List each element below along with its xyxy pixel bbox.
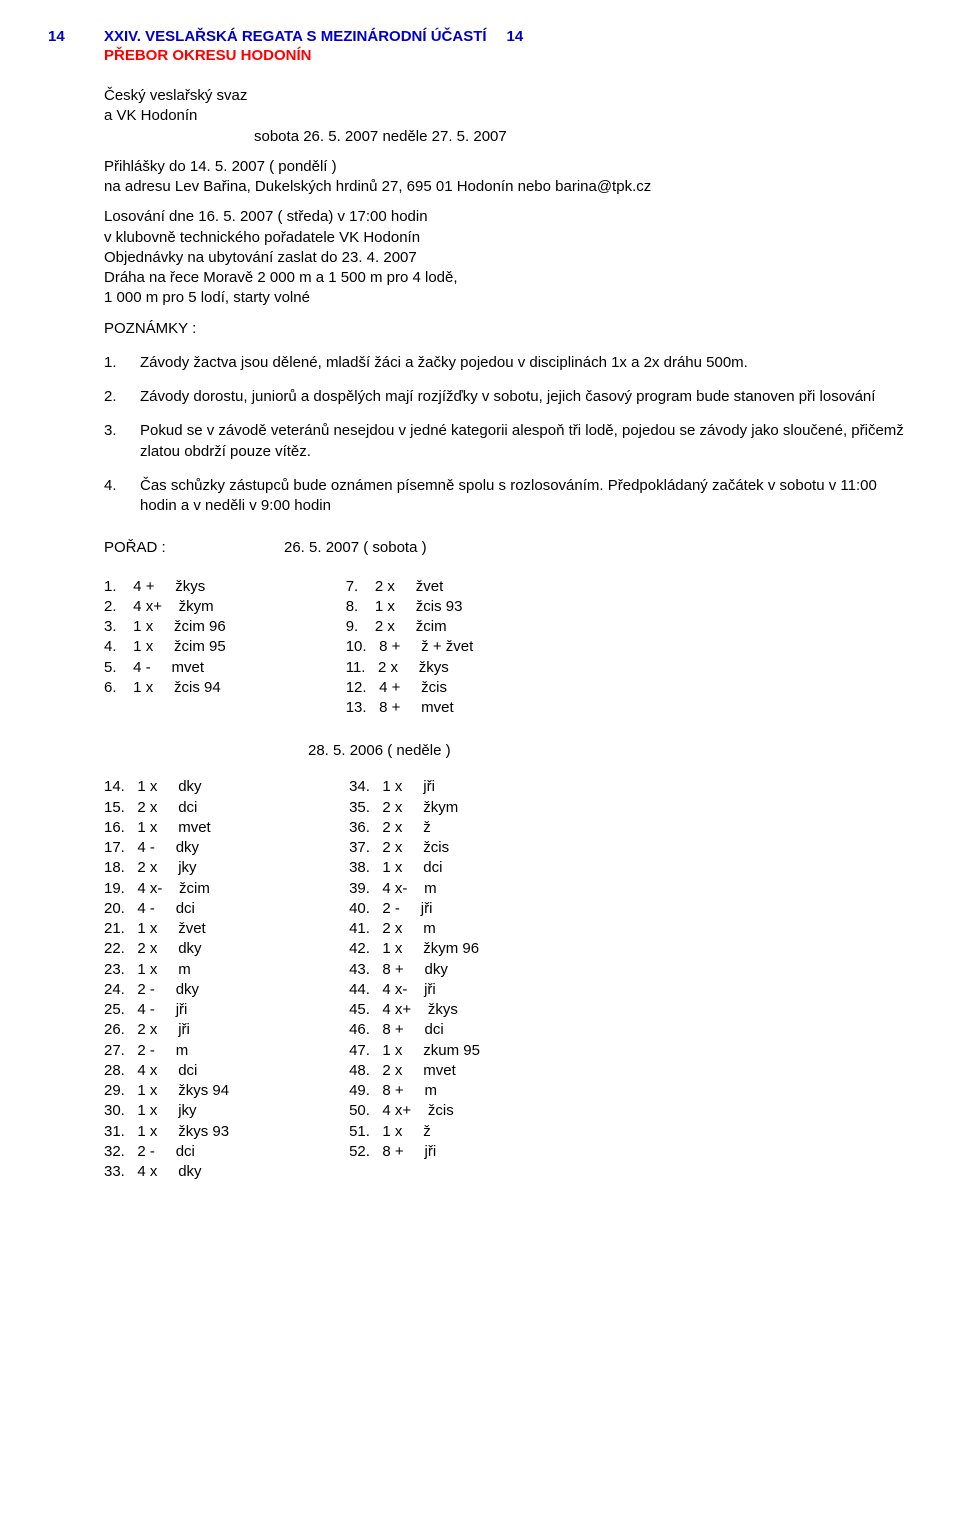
- event-row: 36. 2 x ž: [349, 818, 480, 838]
- event-row: 38. 1 x dci: [349, 858, 480, 878]
- page-subtitle: PŘEBOR OKRESU HODONÍN: [104, 47, 912, 64]
- note-number: 2.: [104, 387, 140, 407]
- dates-line: sobota 26. 5. 2007 neděle 27. 5. 2007: [104, 127, 912, 147]
- course-line-1: Dráha na řece Moravě 2 000 m a 1 500 m p…: [104, 268, 912, 288]
- event-row: 13. 8 + mvet: [346, 698, 474, 718]
- day2-label: 28. 5. 2006 ( neděle ): [308, 742, 912, 759]
- event-row: 7. 2 x žvet: [346, 577, 474, 597]
- page-number-left: 14: [48, 28, 104, 45]
- course-line-2: 1 000 m pro 5 lodí, starty volné: [104, 288, 912, 308]
- event-row: 37. 2 x žcis: [349, 838, 480, 858]
- org-line-2: a VK Hodonín: [104, 106, 912, 126]
- event-row: 11. 2 x žkys: [346, 658, 474, 678]
- entries-block: Přihlášky do 14. 5. 2007 ( pondělí ) na …: [104, 157, 912, 198]
- event-row: 41. 2 x m: [349, 919, 480, 939]
- event-row: 33. 4 x dky: [104, 1162, 229, 1182]
- note-number: 1.: [104, 353, 140, 373]
- note-item: 4.Čas schůzky zástupců bude oznámen píse…: [104, 476, 912, 517]
- event-row: 42. 1 x žkym 96: [349, 939, 480, 959]
- note-item: 3.Pokud se v závodě veteránů nesejdou v …: [104, 421, 912, 462]
- event-row: 35. 2 x žkym: [349, 798, 480, 818]
- event-row: 30. 1 x jky: [104, 1101, 229, 1121]
- event-row: 1. 4 + žkys: [104, 577, 226, 597]
- note-item: 2.Závody dorostu, juniorů a dospělých ma…: [104, 387, 912, 407]
- event-row: 44. 4 x- jři: [349, 980, 480, 1000]
- day2-events: 14. 1 x dky15. 2 x dci16. 1 x mvet17. 4 …: [104, 777, 912, 1182]
- event-row: 39. 4 x- m: [349, 879, 480, 899]
- event-row: 46. 8 + dci: [349, 1020, 480, 1040]
- draw-block: Losování dne 16. 5. 2007 ( středa) v 17:…: [104, 207, 912, 308]
- event-row: 43. 8 + dky: [349, 960, 480, 980]
- event-row: 4. 1 x žcim 95: [104, 637, 226, 657]
- event-row: 19. 4 x- žcim: [104, 879, 229, 899]
- event-row: 51. 1 x ž: [349, 1122, 480, 1142]
- draw-line-2: v klubovně technického pořadatele VK Hod…: [104, 228, 912, 248]
- event-row: 3. 1 x žcim 96: [104, 617, 226, 637]
- event-row: 47. 1 x zkum 95: [349, 1041, 480, 1061]
- organiser-block: Český veslařský svaz a VK Hodonín sobota…: [104, 86, 912, 147]
- event-row: 12. 4 + žcis: [346, 678, 474, 698]
- event-row: 2. 4 x+ žkym: [104, 597, 226, 617]
- event-row: 21. 1 x žvet: [104, 919, 229, 939]
- entries-line-1: Přihlášky do 14. 5. 2007 ( pondělí ): [104, 157, 912, 177]
- note-text: Závody dorostu, juniorů a dospělých mají…: [140, 387, 875, 407]
- event-row: 50. 4 x+ žcis: [349, 1101, 480, 1121]
- event-row: 5. 4 - mvet: [104, 658, 226, 678]
- day1-events: 1. 4 + žkys2. 4 x+ žkym3. 1 x žcim 964. …: [104, 577, 912, 719]
- note-item: 1.Závody žactva jsou dělené, mladší žáci…: [104, 353, 912, 373]
- event-row: 52. 8 + jři: [349, 1142, 480, 1162]
- event-row: 49. 8 + m: [349, 1081, 480, 1101]
- event-row: 31. 1 x žkys 93: [104, 1122, 229, 1142]
- event-row: 9. 2 x žcim: [346, 617, 474, 637]
- notes-block: POZNÁMKY : 1.Závody žactva jsou dělené, …: [104, 319, 912, 517]
- event-row: 10. 8 + ž + žvet: [346, 637, 474, 657]
- entries-line-2: na adresu Lev Bařina, Dukelských hrdinů …: [104, 177, 912, 197]
- event-row: 22. 2 x dky: [104, 939, 229, 959]
- note-text: Pokud se v závodě veteránů nesejdou v je…: [140, 421, 912, 462]
- event-row: 15. 2 x dci: [104, 798, 229, 818]
- notes-label: POZNÁMKY :: [104, 319, 912, 339]
- event-row: 18. 2 x jky: [104, 858, 229, 878]
- event-row: 17. 4 - dky: [104, 838, 229, 858]
- event-row: 25. 4 - jři: [104, 1000, 229, 1020]
- page-number-right: 14: [487, 28, 524, 45]
- event-row: 29. 1 x žkys 94: [104, 1081, 229, 1101]
- event-row: 45. 4 x+ žkys: [349, 1000, 480, 1020]
- accommodation-line: Objednávky na ubytování zaslat do 23. 4.…: [104, 248, 912, 268]
- note-number: 3.: [104, 421, 140, 462]
- event-row: 48. 2 x mvet: [349, 1061, 480, 1081]
- header: 14 XXIV. VESLAŘSKÁ REGATA S MEZINÁRODNÍ …: [48, 28, 912, 45]
- event-row: 8. 1 x žcis 93: [346, 597, 474, 617]
- note-number: 4.: [104, 476, 140, 517]
- event-row: 27. 2 - m: [104, 1041, 229, 1061]
- event-row: 28. 4 x dci: [104, 1061, 229, 1081]
- event-row: 24. 2 - dky: [104, 980, 229, 1000]
- porad-row: POŘAD : 26. 5. 2007 ( sobota ): [104, 538, 912, 558]
- event-row: 23. 1 x m: [104, 960, 229, 980]
- org-line-1: Český veslařský svaz: [104, 86, 912, 106]
- draw-line-1: Losování dne 16. 5. 2007 ( středa) v 17:…: [104, 207, 912, 227]
- note-text: Čas schůzky zástupců bude oznámen písemn…: [140, 476, 912, 517]
- event-row: 26. 2 x jři: [104, 1020, 229, 1040]
- event-row: 34. 1 x jři: [349, 777, 480, 797]
- event-row: 32. 2 - dci: [104, 1142, 229, 1162]
- porad-label: POŘAD :: [104, 538, 284, 558]
- event-row: 40. 2 - jři: [349, 899, 480, 919]
- event-row: 16. 1 x mvet: [104, 818, 229, 838]
- page-title: XXIV. VESLAŘSKÁ REGATA S MEZINÁRODNÍ ÚČA…: [104, 28, 487, 45]
- event-row: 20. 4 - dci: [104, 899, 229, 919]
- note-text: Závody žactva jsou dělené, mladší žáci a…: [140, 353, 748, 373]
- event-row: 6. 1 x žcis 94: [104, 678, 226, 698]
- event-row: 14. 1 x dky: [104, 777, 229, 797]
- day1-label: 26. 5. 2007 ( sobota ): [284, 538, 427, 558]
